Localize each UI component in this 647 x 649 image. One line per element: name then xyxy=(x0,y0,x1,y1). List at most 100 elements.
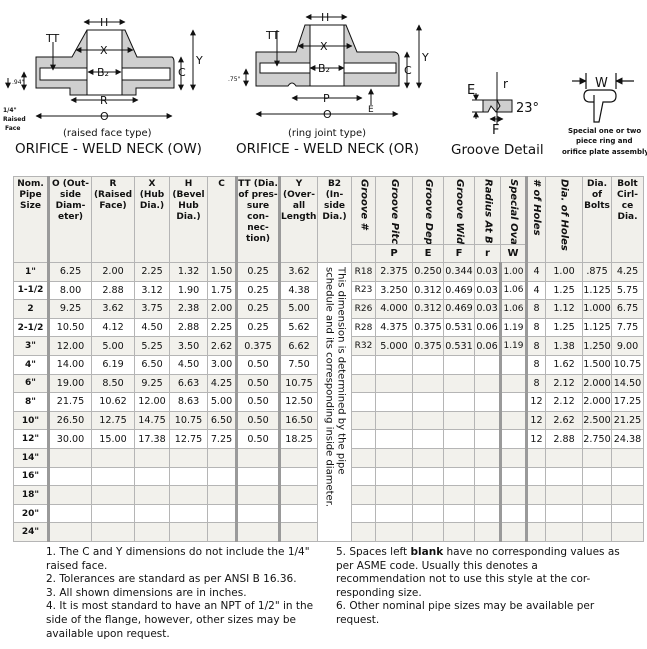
table-cell: 0.25 xyxy=(235,299,280,319)
label-y: Y xyxy=(195,54,203,67)
table-cell: 15.00 xyxy=(91,429,135,449)
table-cell xyxy=(499,522,527,542)
table-cell: 12.50 xyxy=(278,392,318,412)
groove-label-angle: 23° xyxy=(516,101,539,116)
table-cell: 24.38 xyxy=(611,429,644,449)
table-cell xyxy=(525,466,546,487)
table-cell: 1.000 xyxy=(582,299,612,319)
cell-nom-size: 1" xyxy=(13,262,49,282)
table-cell: 9.00 xyxy=(611,336,644,356)
table-row: 3" 12.00 5.00 5.25 3.50 2.62 0.375 6.62 R32 5.000… xyxy=(13,336,644,356)
or-label-dim-75: .75" xyxy=(228,76,241,83)
table-cell xyxy=(169,485,208,505)
table-cell xyxy=(134,466,170,487)
table-cell xyxy=(443,466,475,487)
table-cell: R26 xyxy=(351,299,376,319)
cell-nom-size: 2 xyxy=(13,299,49,319)
table-cell xyxy=(351,410,376,431)
label-b2: B₂ xyxy=(97,66,109,79)
table-cell: 8.00 xyxy=(47,280,92,301)
table-cell xyxy=(351,392,376,412)
subheader-w: W xyxy=(500,244,527,263)
table-cell xyxy=(235,447,280,468)
table-cell xyxy=(47,485,92,505)
table-cell: 1.06 xyxy=(499,299,527,319)
notes: 1. The C and Y dimensions do not include… xyxy=(46,546,646,641)
table-cell xyxy=(474,392,501,412)
table-cell xyxy=(47,466,92,487)
b2-note: This dimension is determined by the pipe… xyxy=(317,262,352,542)
or-diagram xyxy=(243,14,422,117)
table-row: 16" xyxy=(13,466,644,487)
table-cell: 5.00 xyxy=(207,392,237,412)
table-cell xyxy=(134,447,170,468)
table-cell xyxy=(351,373,376,394)
table-cell: 1.06 xyxy=(499,280,527,301)
table-cell: 2.375 xyxy=(375,262,413,282)
table-cell: 3.62 xyxy=(91,299,135,319)
table-cell: 1.250 xyxy=(582,336,612,356)
dimensions-table: Nom. Pipe Size O (Out-side Diam-eter) R … xyxy=(13,176,644,542)
table-cell xyxy=(582,485,612,505)
table-cell: 0.312 xyxy=(412,299,444,319)
table-cell: 2.00 xyxy=(91,262,135,282)
table-cell xyxy=(499,392,527,412)
table-cell xyxy=(207,503,237,524)
header-groove-width: Groove Width xyxy=(443,176,475,245)
subheader-f: F xyxy=(443,244,475,263)
table-cell: 2.88 xyxy=(545,429,583,449)
table-cell: 10.50 xyxy=(47,317,92,338)
label-o: O xyxy=(100,110,109,123)
table-cell: 12.00 xyxy=(47,336,92,356)
table-cell: 14.75 xyxy=(134,410,170,431)
note-5: 5. Spaces left blank have no correspondi… xyxy=(336,546,620,599)
table-cell xyxy=(207,522,237,542)
table-cell: 2.000 xyxy=(582,392,612,412)
table-cell: 26.50 xyxy=(47,410,92,431)
table-cell xyxy=(47,503,92,524)
subheader-p: P xyxy=(375,244,413,263)
table-cell: 3.62 xyxy=(278,262,318,282)
table-cell: R32 xyxy=(351,336,376,356)
table-cell: 0.375 xyxy=(235,336,280,356)
table-cell: 4.12 xyxy=(91,317,135,338)
table-cell: 7.50 xyxy=(278,354,318,375)
or-label-o: O xyxy=(323,108,332,121)
table-cell xyxy=(375,354,413,375)
or-label-x: X xyxy=(320,40,328,53)
table-cell xyxy=(91,447,135,468)
table-row: 2 9.25 3.62 3.75 2.38 2.00 0.25 5.00 R26 4.000 0.3… xyxy=(13,299,644,319)
table-cell: 8 xyxy=(525,373,546,394)
or-label-tt: TT xyxy=(265,29,280,42)
table-cell xyxy=(611,466,644,487)
table-cell xyxy=(169,466,208,487)
table-cell: 0.50 xyxy=(235,410,280,431)
header-x: X (Hub Dia.) xyxy=(134,176,170,263)
table-cell xyxy=(474,503,501,524)
table-cell: 1.00 xyxy=(545,262,583,282)
table-cell: 4.000 xyxy=(375,299,413,319)
header-tt: TT (Dia. of pres-sure con-nec-tion) xyxy=(235,176,280,263)
table-cell: 8 xyxy=(525,336,546,356)
table-cell xyxy=(375,373,413,394)
cell-nom-size: 24" xyxy=(13,522,49,542)
table-cell: 2.12 xyxy=(545,392,583,412)
table-cell: 19.00 xyxy=(47,373,92,394)
cell-nom-size: 10" xyxy=(13,410,49,431)
table-cell xyxy=(412,392,444,412)
groove-label-r: r xyxy=(503,77,508,91)
cell-nom-size: 6" xyxy=(13,373,49,394)
cell-nom-size: 2-1/2 xyxy=(13,317,49,338)
table-cell: 12 xyxy=(525,410,546,431)
table-cell xyxy=(611,503,644,524)
table-cell xyxy=(474,354,501,375)
table-cell: 7.75 xyxy=(611,317,644,338)
table-cell xyxy=(375,392,413,412)
table-cell xyxy=(611,485,644,505)
table-cell xyxy=(474,410,501,431)
note-2: 2. Tolerances are standard as per ANSI B… xyxy=(46,573,297,586)
table-cell: 1.125 xyxy=(582,317,612,338)
table-cell: 5.000 xyxy=(375,336,413,356)
table-cell: 3.12 xyxy=(134,280,170,301)
table-cell xyxy=(499,354,527,375)
